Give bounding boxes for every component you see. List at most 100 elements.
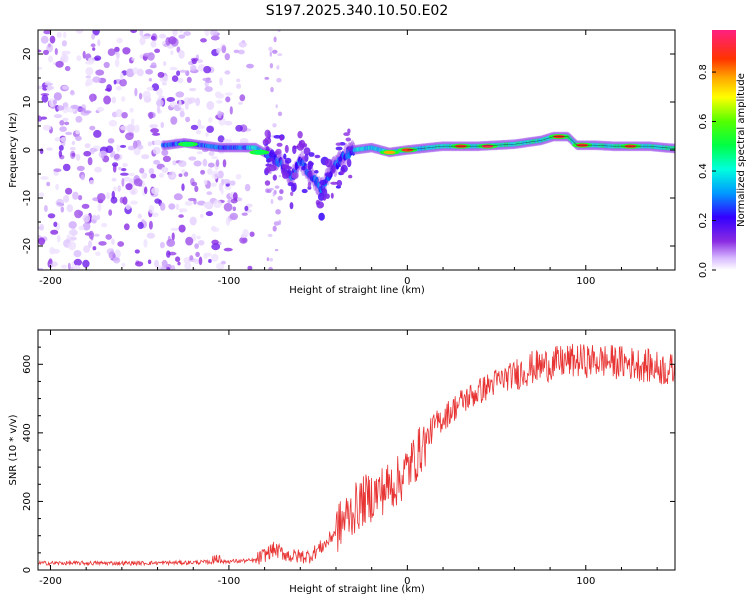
noise-speckle [217,135,225,143]
noise-speckle [142,90,151,100]
noise-speckle [38,267,44,270]
noise-speckle [92,47,96,51]
noise-speckle [63,101,69,110]
noise-speckle [175,91,185,98]
noise-speckle [172,160,177,166]
noise-speckle [196,235,201,240]
noise-speckle [210,30,218,37]
chart-title: S197.2025.340.10.50.E02 [266,3,449,19]
ridge-band [160,128,675,221]
noise-speckle [206,125,215,133]
snr-xlabel: Height of straight line (km) [289,584,425,595]
noise-speckle [207,162,215,168]
noise-speckle [40,176,49,180]
spectrogram-ylabel: Frequency (Hz) [8,112,19,188]
noise-speckle [97,39,101,47]
noise-speckle [38,66,43,70]
noise-speckle [278,174,282,178]
noise-speckle [138,183,142,187]
noise-speckle [153,159,161,165]
noise-speckle [49,247,55,255]
noise-speckle [45,85,55,90]
noise-speckle [43,30,52,35]
noise-speckle [166,238,176,247]
noise-speckle [38,237,46,246]
noise-speckle [128,172,135,177]
noise-speckle [205,132,209,138]
noise-speckle [108,209,113,216]
noise-speckle [44,205,48,212]
noise-speckle [229,180,236,186]
colorbar-tick-label: 0.4 [698,163,709,179]
noise-speckle [82,50,86,59]
noise-speckle [203,179,208,185]
ridge-scatter [268,164,277,172]
noise-speckle [175,256,181,263]
noise-speckle [68,229,78,236]
noise-speckle [154,198,161,204]
noise-speckle [87,157,93,166]
noise-speckle [166,97,175,102]
noise-speckle [170,265,176,270]
noise-speckle [211,243,221,251]
noise-speckle [276,65,280,70]
ridge-scatter [289,202,294,210]
noise-speckle [134,249,140,254]
noise-speckle [92,246,97,251]
noise-speckle [183,171,189,177]
noise-speckle [214,91,222,97]
noise-speckle [178,50,185,59]
y-tick-label: 10 [22,96,33,109]
noise-speckle [269,257,273,262]
noise-speckle [143,52,152,57]
noise-speckle [88,240,92,249]
noise-speckle [75,135,82,141]
noise-speckle [130,30,137,34]
noise-speckle [115,109,123,118]
noise-speckle [89,125,96,131]
snr-ylabel: SNR (10 * v/v) [8,414,19,485]
noise-speckle [39,223,45,231]
x-tick-label: 0 [404,576,410,587]
noise-speckle [75,129,80,135]
noise-speckle [113,186,117,192]
noise-speckle [48,43,51,48]
noise-speckle [152,132,161,136]
noise-speckle [247,265,253,270]
noise-speckle [127,145,135,151]
y-tick-label: 0 [22,567,33,573]
ridge-scatter [291,172,299,179]
noise-speckle [103,61,110,69]
noise-speckle [59,126,67,132]
noise-speckle [177,77,184,84]
noise-speckle [62,85,69,90]
noise-speckle [43,49,49,56]
noise-speckle [190,124,199,131]
noise-speckle [108,251,116,260]
noise-speckle [195,97,201,107]
noise-speckle [130,200,138,205]
noise-speckle [160,266,167,270]
noise-speckle [266,189,272,194]
noise-speckle [97,193,106,202]
noise-speckle [159,241,165,249]
noise-speckle [48,55,53,63]
noise-speckle [104,88,111,92]
noise-speckle [163,61,167,66]
ridge-scatter [265,146,270,153]
noise-speckle [161,259,168,268]
noise-speckle [113,79,117,85]
noise-speckle [275,209,281,215]
noise-speckle [239,138,249,145]
ridge-scatter [294,161,298,171]
noise-speckle [184,200,193,206]
ridge-scatter [275,148,282,155]
noise-speckle [121,112,128,119]
ridge-scatter [284,157,292,164]
noise-speckle [278,219,282,225]
noise-speckle [181,169,186,174]
noise-speckle [269,51,272,57]
noise-speckle [150,173,157,179]
noise-speckle [219,77,224,86]
ridge-scatter [282,172,289,179]
